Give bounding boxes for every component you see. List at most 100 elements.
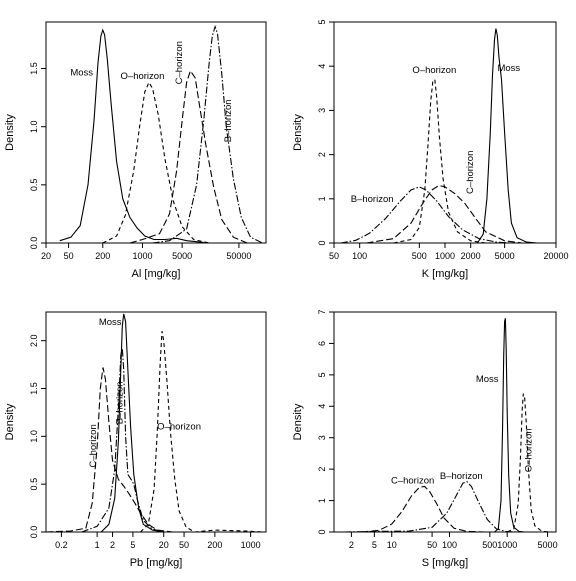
y-tick-label: 0.5	[29, 478, 39, 491]
y-axis-label: Density	[4, 114, 16, 151]
series-label-c-horizon: C–horizon	[88, 424, 99, 467]
x-tick-label: 20	[41, 251, 51, 261]
chart-panel-3: 0.2 1 2 5 20 50 200 1000 0.0 0.5 1.0 1.5 2.0 Pb [mg/k…	[4, 311, 267, 569]
y-axis-label: Density	[292, 403, 304, 440]
x-tick-label: 2	[349, 540, 354, 550]
y-tick-label: 0.0	[29, 237, 39, 250]
x-tick-label: 200	[95, 251, 110, 261]
series-label-o-horizon: O–horizon	[412, 65, 456, 76]
series-line-b-horizon	[340, 186, 512, 244]
chart-panel-2: 50 100 500 1000 2000 5000 20000 0 1 2 3 4 5 K [mg/kg]…	[292, 19, 569, 280]
y-tick-label: 3	[317, 108, 327, 113]
x-tick-label: 5	[372, 540, 377, 550]
series-label-c-horizon: C–horizon	[174, 41, 185, 84]
x-axis-label: S [mg/kg]	[422, 557, 468, 569]
y-tick-label: 0	[317, 529, 327, 534]
series-label-o-horizon: O–horizon	[524, 428, 535, 472]
x-tick-label: 1000	[435, 251, 455, 261]
y-tick-label: 2	[317, 467, 327, 472]
x-tick-label: 200	[207, 540, 222, 550]
y-tick-label: 2.0	[29, 334, 39, 347]
plot-frame	[45, 311, 267, 533]
plot-frame	[333, 21, 557, 244]
x-tick-label: 100	[352, 251, 367, 261]
y-axis-label: Density	[292, 114, 304, 151]
x-tick-label: 50	[64, 251, 74, 261]
y-tick-label: 5	[317, 19, 327, 24]
series-label-o-horizon: O–horizon	[121, 71, 165, 82]
x-axis-label: K [mg/kg]	[422, 268, 468, 280]
series-line-c-horizon	[366, 184, 523, 244]
series-label-b-horizon: B–horizon	[440, 471, 483, 482]
series-line-o-horizon	[393, 78, 486, 244]
y-tick-label: 5	[317, 372, 327, 377]
series-line-c-horizon	[129, 69, 248, 244]
series-line-b-horizon	[152, 24, 263, 244]
x-tick-label: 10	[387, 540, 397, 550]
y-tick-label: 1	[317, 498, 327, 503]
x-tick-label: 20000	[543, 251, 568, 261]
x-tick-label: 50	[427, 540, 437, 550]
y-tick-label: 0	[317, 240, 327, 245]
y-tick-label: 1.5	[29, 62, 39, 75]
x-tick-label: 20	[159, 540, 169, 550]
y-tick-label: 3	[317, 435, 327, 440]
series-label-c-horizon: C–horizon	[465, 151, 476, 194]
series-label-moss: Moss	[99, 317, 122, 328]
series-label-o-horizon: O–horizon	[157, 421, 201, 432]
y-tick-label: 6	[317, 341, 327, 346]
series-line-moss	[476, 28, 538, 244]
y-tick-label: 4	[317, 64, 327, 69]
series-line-c-horizon	[45, 367, 173, 533]
plot-frame	[333, 311, 557, 533]
series-line-moss	[59, 28, 204, 243]
y-tick-label: 4	[317, 404, 327, 409]
chart-panel-4: 2 5 10 50 100 500 1000 5000 0 1 2 3 4 5 6 7 S [mg/kg] Den…	[292, 309, 558, 569]
series-label-moss: Moss	[70, 68, 93, 79]
x-tick-label: 500	[412, 251, 427, 261]
series-line-o-horizon	[506, 393, 553, 533]
series-label-moss: Moss	[476, 374, 499, 385]
chart-panel-1: 20 50 200 1000 5000 50000 0.0 0.5 1.0 1.5 Al [mg/k…	[4, 21, 267, 280]
x-axis-label: Al [mg/kg]	[132, 268, 181, 280]
x-tick-label: 50	[179, 540, 189, 550]
series-line-o-horizon	[102, 81, 210, 244]
y-tick-label: 1.5	[29, 382, 39, 395]
series-line-b-horizon	[81, 348, 164, 533]
x-tick-label: 1000	[497, 540, 517, 550]
y-tick-label: 7	[317, 309, 327, 314]
x-tick-label: 5000	[538, 540, 558, 550]
x-tick-label: 1000	[132, 251, 152, 261]
x-tick-label: 2000	[461, 251, 481, 261]
series-label-moss: Moss	[497, 63, 520, 74]
x-tick-label: 50000	[226, 251, 251, 261]
y-tick-label: 1.0	[29, 120, 39, 133]
x-tick-label: 2	[110, 540, 115, 550]
series-label-b-horizon: B–horizon	[223, 99, 234, 142]
x-tick-label: 5000	[495, 251, 515, 261]
y-tick-label: 0.5	[29, 179, 39, 192]
y-tick-label: 2	[317, 152, 327, 157]
y-tick-label: 1	[317, 196, 327, 201]
series-label-c-horizon: C–horizon	[391, 476, 434, 487]
series-line-moss	[100, 313, 164, 533]
x-tick-label: 100	[442, 540, 457, 550]
x-tick-label: 0.2	[55, 540, 68, 550]
series-line-b-horizon	[344, 481, 518, 533]
series-line-c-horizon	[361, 485, 485, 533]
series-label-b-horizon: B–horizon	[115, 381, 126, 424]
x-tick-label: 1000	[241, 540, 261, 550]
y-tick-label: 1.0	[29, 430, 39, 443]
y-tick-label: 0.0	[29, 526, 39, 539]
series-line-o-horizon	[140, 331, 264, 533]
x-axis-label: Pb [mg/kg]	[130, 557, 183, 569]
x-tick-label: 50	[329, 251, 339, 261]
series-line-moss	[494, 318, 525, 533]
series-label-b-horizon: B–horizon	[351, 194, 394, 205]
x-tick-label: 5	[130, 540, 135, 550]
x-tick-label: 500	[482, 540, 497, 550]
y-axis-label: Density	[4, 403, 16, 440]
x-tick-label: 5000	[172, 251, 192, 261]
